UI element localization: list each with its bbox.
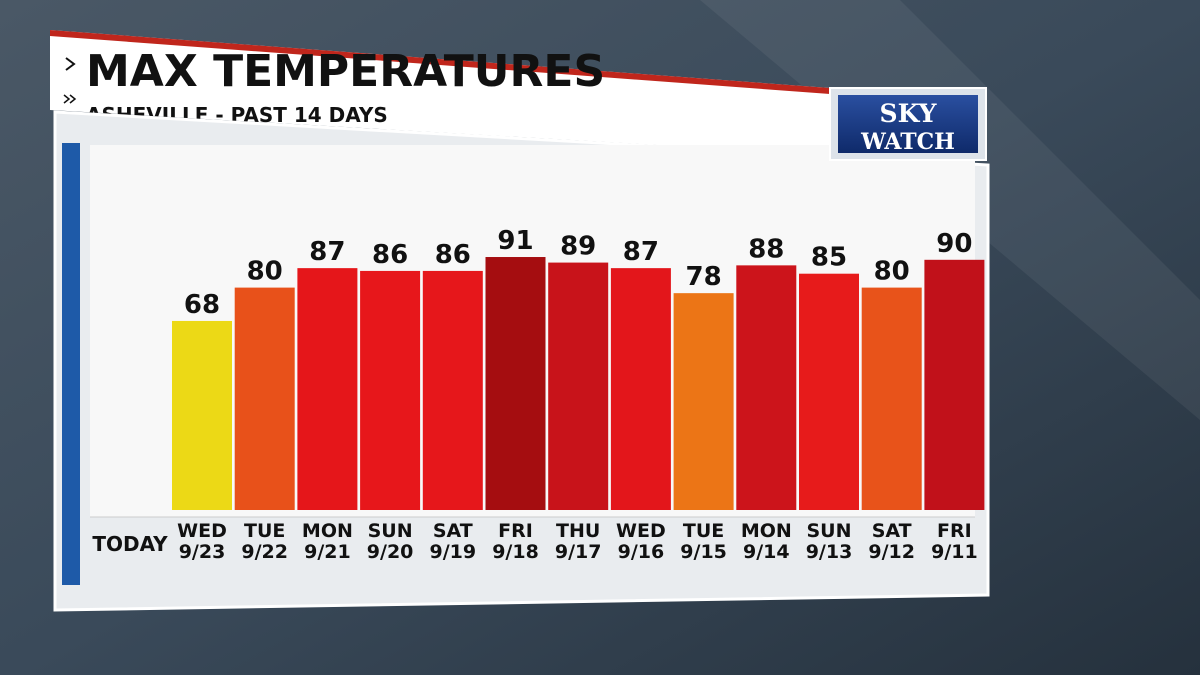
value-label: 86 bbox=[435, 240, 471, 270]
date-label: 9/11 bbox=[931, 541, 978, 563]
date-label: 9/17 bbox=[555, 541, 602, 563]
value-label: 80 bbox=[874, 257, 910, 287]
x-tick-label: SUN bbox=[368, 520, 413, 542]
value-label: 68 bbox=[184, 290, 220, 320]
value-label: 87 bbox=[309, 237, 345, 267]
x-tick-label: TUE bbox=[244, 520, 285, 542]
logo-text: WATCH bbox=[860, 129, 955, 155]
value-label: 80 bbox=[247, 257, 283, 287]
date-label: 9/12 bbox=[868, 541, 915, 563]
x-tick-label: FRI bbox=[498, 520, 533, 542]
date-label: 9/21 bbox=[304, 541, 351, 563]
x-tick-label: TUE bbox=[683, 520, 724, 542]
value-label: 91 bbox=[497, 226, 533, 256]
value-label: 86 bbox=[372, 240, 408, 270]
date-label: 9/18 bbox=[492, 541, 539, 563]
value-label: 85 bbox=[811, 243, 847, 273]
bar bbox=[861, 287, 922, 510]
bar bbox=[799, 273, 859, 510]
value-label: 90 bbox=[936, 229, 972, 259]
x-tick-label: SUN bbox=[806, 520, 851, 542]
bar bbox=[422, 270, 483, 510]
x-tick-label: MON bbox=[302, 520, 353, 542]
x-tick-label: FRI bbox=[937, 520, 972, 542]
value-label: 88 bbox=[748, 234, 784, 264]
bar bbox=[736, 265, 797, 510]
date-label: 9/19 bbox=[429, 541, 476, 563]
x-tick-label: WED bbox=[616, 520, 666, 542]
bar bbox=[297, 268, 358, 510]
date-label: 9/13 bbox=[806, 541, 853, 563]
chevron bbox=[63, 94, 77, 104]
bar bbox=[924, 259, 985, 510]
header-stripe bbox=[50, 30, 830, 94]
date-label: 9/23 bbox=[179, 541, 226, 563]
x-tick-label: WED bbox=[177, 520, 227, 542]
x-tick-label: SAT bbox=[433, 520, 473, 542]
logo-box bbox=[838, 95, 978, 153]
date-label: 9/20 bbox=[367, 541, 414, 563]
x-tick-label: MON bbox=[741, 520, 792, 542]
x-tick-label: SAT bbox=[872, 520, 912, 542]
chevron bbox=[65, 57, 76, 71]
value-label: 89 bbox=[560, 232, 596, 262]
bar bbox=[234, 287, 295, 510]
logo-text: SKY bbox=[880, 99, 938, 128]
bar bbox=[360, 270, 421, 510]
date-label: 9/16 bbox=[618, 541, 665, 563]
chart-title: MAX TEMPERATURES bbox=[86, 46, 605, 97]
bar bbox=[610, 268, 671, 510]
bar bbox=[172, 320, 232, 510]
header-panel bbox=[50, 30, 830, 155]
bar bbox=[673, 293, 734, 510]
value-label: 87 bbox=[623, 237, 659, 267]
side-bar bbox=[62, 143, 80, 585]
value-label: 78 bbox=[686, 262, 722, 292]
bar bbox=[485, 257, 546, 510]
today-label: TODAY bbox=[92, 532, 168, 556]
x-tick-label: THU bbox=[556, 520, 600, 542]
bar bbox=[548, 262, 609, 510]
date-label: 9/22 bbox=[241, 541, 288, 563]
date-label: 9/14 bbox=[743, 541, 790, 563]
date-label: 9/15 bbox=[680, 541, 727, 563]
